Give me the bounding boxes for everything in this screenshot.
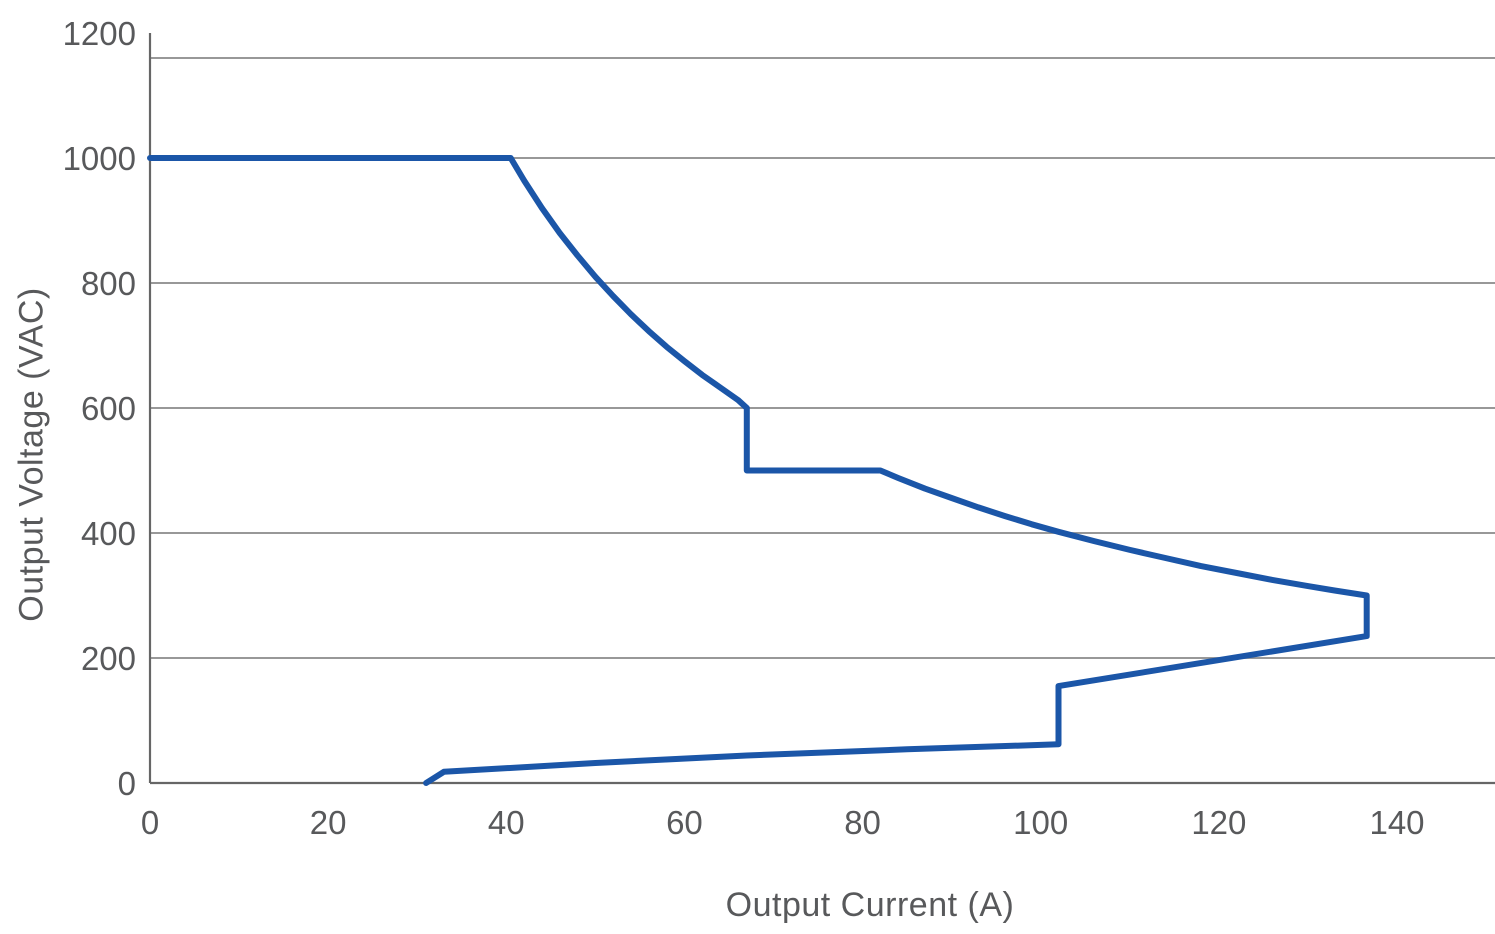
- x-axis-title: Output Current (A): [725, 886, 1015, 924]
- x-tick-label-140: 140: [1369, 804, 1424, 841]
- y-tick-label-600: 600: [81, 390, 136, 427]
- x-tick-label-20: 20: [310, 804, 347, 841]
- x-tick-label-80: 80: [844, 804, 881, 841]
- y-tick-label-1000: 1000: [63, 140, 136, 177]
- x-tick-label-60: 60: [666, 804, 703, 841]
- y-tick-label-0: 0: [118, 765, 136, 802]
- y-tick-label-800: 800: [81, 265, 136, 302]
- x-tick-label-100: 100: [1013, 804, 1068, 841]
- y-tick-label-200: 200: [81, 640, 136, 677]
- x-tick-label-120: 120: [1191, 804, 1246, 841]
- curve-v-i-operating-area-boundary: [147, 155, 1370, 786]
- x-tick-label-40: 40: [488, 804, 525, 841]
- y-axis-title: Output Voltage (VAC): [12, 287, 51, 622]
- x-tick-label-0: 0: [141, 804, 159, 841]
- y-tick-label-1200: 1200: [63, 15, 136, 52]
- y-tick-label-400: 400: [81, 515, 136, 552]
